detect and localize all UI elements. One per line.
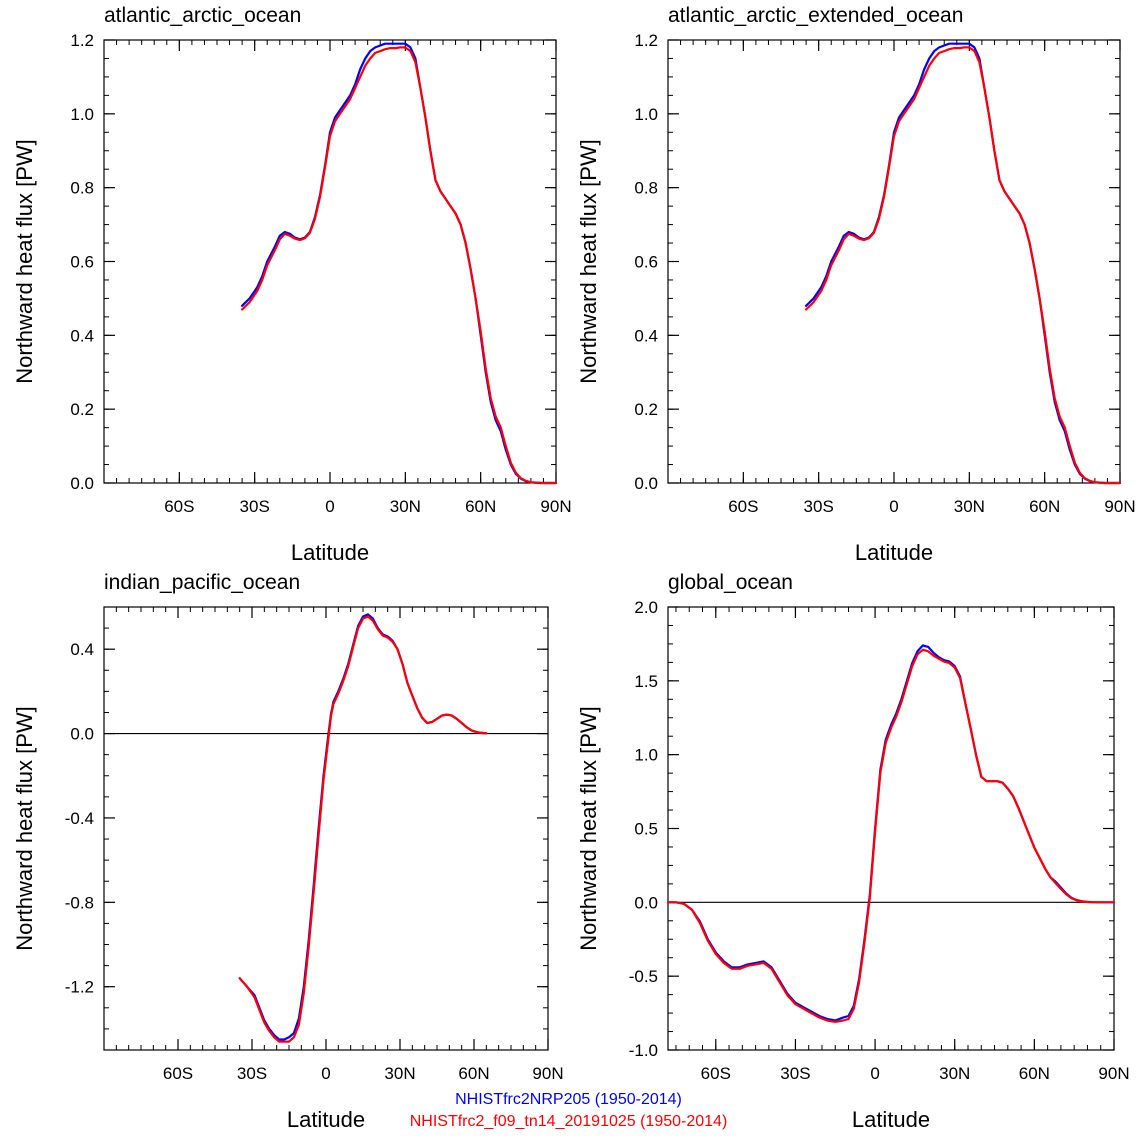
y-tick-label: 0.4 [634, 326, 658, 345]
x-tick-label: 60S [728, 497, 758, 516]
x-tick-label: 60N [465, 497, 496, 516]
y-tick-label: 1.2 [634, 31, 658, 50]
y-tick-label: -0.8 [65, 893, 94, 912]
y-tick-label: 0.6 [634, 253, 658, 272]
series-line-2 [241, 46, 558, 485]
x-tick-label: 30N [939, 1064, 970, 1083]
y-tick-label: 0.5 [634, 820, 658, 839]
y-tick-label: 0.0 [634, 474, 658, 493]
chart-panel-2: atlantic_arctic_extended_ocean 60S 30S 0 30N… [576, 4, 1136, 565]
x-tick-label: 30N [390, 497, 421, 516]
plot-frame [103, 606, 549, 1051]
x-axis-label: Latitude [287, 1107, 365, 1132]
legend-entry-1: NHISTfrc2NRP205 (1950-2014) [455, 1091, 682, 1108]
chart-panel-3: indian_pacific_ocean 60S 30S 0 30N 60N 90N -1.2… [12, 571, 564, 1132]
chart-title: atlantic_arctic_ocean [104, 4, 301, 27]
x-tick-label: 60S [164, 497, 194, 516]
x-tick-label: 90N [540, 497, 571, 516]
x-tick-label: 0 [889, 497, 898, 516]
y-tick-label: 0.4 [70, 326, 94, 345]
x-tick-label: 30N [954, 497, 985, 516]
x-tick-label: 90N [532, 1064, 563, 1083]
y-tick-label: 0.8 [70, 179, 94, 198]
x-tick-label: 60N [1029, 497, 1060, 516]
x-tick-label: 30S [240, 497, 270, 516]
series-line-1 [241, 42, 558, 485]
plot-frame [667, 606, 1115, 1051]
y-tick-label: -1.2 [65, 978, 94, 997]
x-tick-label: 90N [1104, 497, 1135, 516]
plot-frame [103, 39, 557, 484]
x-tick-label: 30S [237, 1064, 267, 1083]
y-tick-label: 0.8 [634, 179, 658, 198]
chart-panel-1: atlantic_arctic_ocean 60S 30S 0 30N 60N 90N 0.0… [12, 4, 572, 565]
x-tick-label: 0 [321, 1064, 330, 1083]
y-tick-label: 1.0 [634, 105, 658, 124]
x-tick-label: 30S [780, 1064, 810, 1083]
y-axis-label: Northward heat flux [PW] [12, 706, 37, 951]
legend-entry-2: NHISTfrc2_f09_tn14_20191025 (1950-2014) [409, 1113, 728, 1130]
y-tick-label: 0.6 [70, 253, 94, 272]
y-tick-label: 0.2 [70, 400, 94, 419]
y-tick-label: 1.0 [70, 105, 94, 124]
y-tick-label: 2.0 [634, 598, 658, 617]
series-line-2 [804, 46, 1122, 485]
x-tick-label: 60S [163, 1064, 193, 1083]
x-tick-label: 30S [804, 497, 834, 516]
x-tick-label: 60S [701, 1064, 731, 1083]
x-tick-label: 60N [458, 1064, 489, 1083]
chart-title: indian_pacific_ocean [104, 571, 300, 594]
x-tick-label: 0 [325, 497, 334, 516]
series-line-2 [666, 648, 1116, 1024]
y-tick-label: 0.0 [634, 893, 658, 912]
y-tick-label: 1.2 [70, 31, 94, 50]
y-tick-label: -0.4 [65, 809, 94, 828]
x-axis-label: Latitude [291, 540, 369, 565]
series-line-1 [804, 42, 1122, 485]
y-tick-label: -1.0 [629, 1041, 658, 1060]
chart-title: global_ocean [668, 571, 793, 594]
y-tick-label: 0.4 [70, 640, 94, 659]
y-tick-label: 1.5 [634, 672, 658, 691]
plot-frame [667, 39, 1121, 484]
y-axis-label: Northward heat flux [PW] [576, 706, 601, 951]
x-axis-label: Latitude [855, 540, 933, 565]
chart-title: atlantic_arctic_extended_ocean [668, 4, 963, 27]
x-tick-label: 60N [1019, 1064, 1050, 1083]
y-tick-label: -0.5 [629, 967, 658, 986]
y-tick-label: 0.2 [634, 400, 658, 419]
y-tick-label: 0.0 [70, 725, 94, 744]
series-line-1 [666, 644, 1116, 1022]
chart-panel-4: global_ocean 60S 30S 0 30N 60N 90N -1.0 -0.5 0.0 0… [576, 571, 1130, 1132]
y-axis-label: Northward heat flux [PW] [12, 139, 37, 384]
x-tick-label: 0 [870, 1064, 879, 1083]
y-axis-label: Northward heat flux [PW] [576, 139, 601, 384]
series-line-2 [238, 615, 488, 1043]
series-line-1 [238, 613, 488, 1041]
x-tick-label: 90N [1098, 1064, 1129, 1083]
y-tick-label: 0.0 [70, 474, 94, 493]
x-tick-label: 30N [384, 1064, 415, 1083]
y-tick-label: 1.0 [634, 746, 658, 765]
x-axis-label: Latitude [852, 1107, 930, 1132]
